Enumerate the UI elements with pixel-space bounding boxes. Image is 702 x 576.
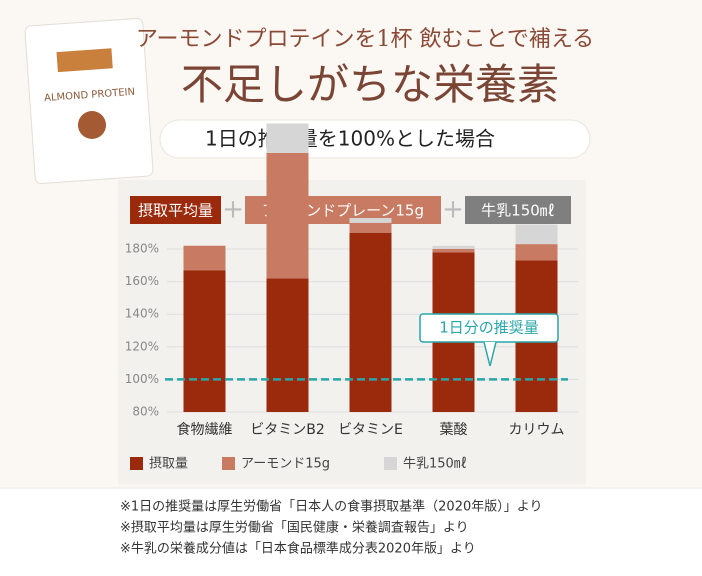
- legend-label: アーモンド15g: [241, 457, 330, 472]
- key-box-label: 牛乳150㎖: [481, 202, 555, 220]
- reference-label: 1日分の推奨量: [439, 319, 539, 337]
- bar-segment: [183, 270, 226, 412]
- subtitle: アーモンドプロテインを1杯 飲むことで補える: [136, 27, 594, 52]
- package: ALMOND PROTEIN: [24, 17, 154, 185]
- condition: 1日の推奨量を100%とした場合: [205, 127, 495, 151]
- bar-segment: [349, 222, 392, 233]
- package-band: [56, 48, 113, 73]
- key-box-label: 摂取平均量: [138, 202, 213, 220]
- bar-segment: [266, 152, 309, 279]
- y-tick-label: 80%: [132, 405, 159, 419]
- x-tick-label: 食物繊維: [177, 421, 233, 438]
- bar-segment: [183, 245, 226, 271]
- key-box: [465, 196, 571, 224]
- y-tick-label: 140%: [125, 307, 159, 321]
- legend-label: 摂取量: [149, 456, 188, 472]
- x-tick-label: ビタミンB2: [250, 422, 325, 438]
- reference-pointer: [483, 341, 497, 367]
- note: ※1日の推奨量は厚生労働省「日本人の食事摂取基準（2020年版）」より: [120, 499, 543, 515]
- y-tick-label: 160%: [125, 274, 159, 288]
- y-tick-label: 180%: [125, 242, 159, 256]
- package-bag: [24, 17, 154, 185]
- note: ※牛乳の栄養成分値は「日本食品標準成分表2020年版」より: [120, 541, 476, 557]
- x-tick-label: 葉酸: [440, 422, 468, 438]
- bar-segment: [432, 249, 475, 253]
- key-box: [130, 196, 221, 224]
- legend-label: 牛乳150㎖: [403, 457, 467, 472]
- x-tick-label: カリウム: [509, 422, 565, 438]
- bar-segment: [515, 244, 558, 261]
- legend-swatch: [384, 457, 397, 470]
- bar-segment: [266, 278, 309, 412]
- title: 不足しがちな栄養素: [181, 60, 559, 109]
- note: ※摂取平均量は厚生労働省「国民健康・栄養調査報告」より: [120, 520, 469, 536]
- bar-segment: [349, 218, 392, 223]
- bar-segment: [515, 224, 558, 245]
- plus: +: [222, 195, 244, 225]
- legend-swatch: [222, 457, 235, 470]
- plus: +: [442, 195, 464, 225]
- x-tick-label: ビタミンE: [338, 422, 403, 438]
- bar-segment: [266, 123, 309, 153]
- y-tick-label: 100%: [125, 372, 159, 386]
- bar-segment: [349, 232, 392, 412]
- bar-segment: [432, 245, 475, 249]
- y-tick-label: 120%: [125, 339, 159, 353]
- package-almond: [78, 111, 106, 139]
- notes-panel: [0, 489, 702, 576]
- legend-swatch: [130, 457, 143, 470]
